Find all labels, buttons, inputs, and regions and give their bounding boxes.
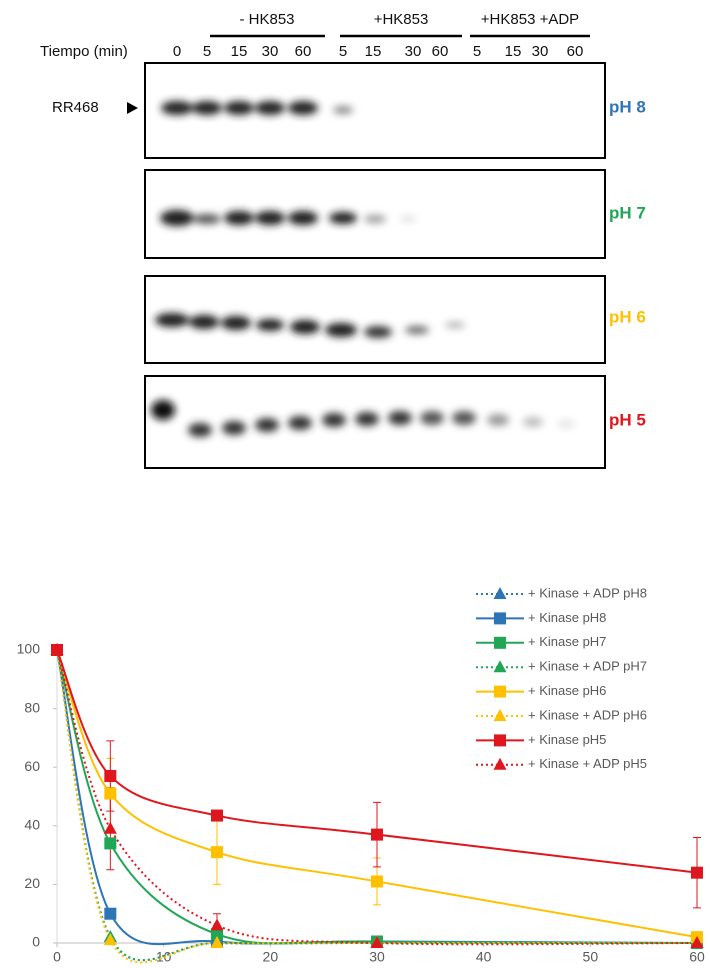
marker: [211, 846, 223, 859]
legend-label: + Kinase + ADP pH5: [528, 756, 647, 771]
marker-arrow: [127, 102, 138, 114]
ph-labels: pH 8 pH 7 pH 6 pH 5: [609, 97, 646, 429]
x-tick-label: 50: [583, 949, 599, 965]
time-tick: 5: [473, 43, 481, 60]
group-label: - HK853: [239, 11, 294, 28]
legend-label: + Kinase + ADP pH7: [528, 659, 647, 674]
x-tick-label: 60: [689, 949, 705, 965]
marker: [371, 875, 383, 888]
time-tick: 15: [231, 43, 248, 60]
marker: [493, 757, 507, 770]
time-tick: 30: [532, 43, 549, 60]
marker: [493, 709, 507, 721]
series-line: [56, 649, 698, 939]
gel-panels: [144, 62, 606, 469]
y-tick-label: 20: [24, 875, 40, 891]
legend-label: + Kinase pH8: [528, 610, 606, 625]
marker: [104, 837, 117, 850]
marker: [494, 734, 506, 747]
time-tick: 15: [365, 43, 382, 60]
marker: [493, 660, 507, 673]
legend-label: + Kinase pH7: [528, 634, 606, 649]
time-tick: 30: [262, 43, 279, 60]
marker: [210, 936, 224, 948]
marker: [103, 933, 117, 946]
marker: [50, 643, 64, 655]
marker: [494, 636, 506, 649]
marker: [691, 866, 703, 879]
y-tick-label: 80: [24, 699, 40, 715]
group-label: +HK853: [374, 11, 429, 28]
time-tick: 60: [432, 43, 449, 60]
marker: [211, 809, 223, 822]
legend-label: + Kinase pH5: [528, 732, 606, 747]
gel-panel: [144, 62, 606, 159]
legend-label: + Kinase pH6: [528, 683, 606, 698]
x-tick-label: 20: [263, 949, 279, 965]
legend-label: + Kinase + ADP pH8: [528, 585, 647, 600]
y-tick-label: 100: [17, 641, 41, 657]
marker: [371, 828, 383, 841]
time-labels: 0 5 15 30 60 5 15 30 60 5 15 30 60: [173, 43, 584, 60]
x-tick-label: 40: [476, 949, 492, 965]
legend-label: + Kinase + ADP pH6: [528, 707, 647, 722]
ph-label: pH 7: [609, 203, 646, 222]
time-tick: 15: [505, 43, 522, 60]
marker: [104, 907, 117, 920]
marker: [104, 787, 117, 800]
time-label: Tiempo (min): [40, 43, 128, 60]
gel-header: - HK853 +HK853 +HK853 +ADP Tiempo (min): [40, 11, 590, 60]
marker: [211, 928, 223, 941]
time-tick: 30: [405, 43, 422, 60]
ph-label: pH 8: [609, 97, 646, 116]
marker: [210, 918, 224, 931]
marker: [494, 685, 506, 698]
marker: [690, 936, 704, 948]
y-tick-label: 0: [32, 934, 40, 950]
time-tick: 60: [567, 43, 584, 60]
y-tick-label: 60: [24, 758, 40, 774]
gel-bands: [151, 101, 575, 437]
x-tick-label: 30: [369, 949, 385, 965]
marker: [104, 769, 117, 782]
time-tick: 5: [339, 43, 347, 60]
x-tick-label: 0: [53, 949, 61, 965]
marker: [493, 587, 507, 599]
time-tick: 5: [203, 43, 211, 60]
group-label: +HK853 +ADP: [481, 11, 579, 28]
time-tick: 0: [173, 43, 181, 60]
marker: [103, 821, 117, 834]
y-tick-label: 40: [24, 817, 40, 833]
time-tick: 60: [295, 43, 312, 60]
marker: [370, 936, 384, 948]
marker-label: RR468: [52, 99, 99, 116]
legend: + Kinase + ADP pH8 + Kinase pH8 + Kinase p…: [476, 585, 647, 771]
gel-panel: [144, 275, 606, 364]
ph-label: pH 5: [609, 410, 646, 429]
gel-panel: [144, 169, 606, 259]
marker: [494, 612, 506, 625]
ph-label: pH 6: [609, 307, 646, 326]
series-line: [56, 649, 698, 874]
